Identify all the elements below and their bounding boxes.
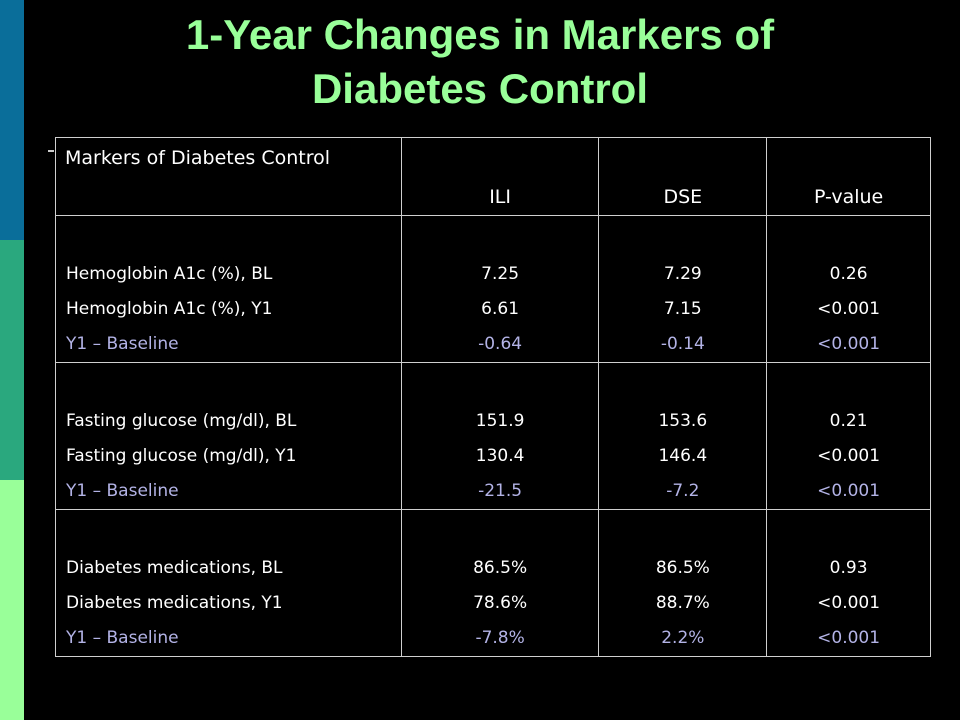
dse-value: 7.15	[663, 299, 702, 319]
hba1c-dse-cell: 7.29 7.15 -0.14	[598, 215, 768, 363]
p-value: 0.26	[829, 264, 868, 284]
ili-diff-value: -21.5	[478, 481, 523, 501]
table-group-medications: Diabetes medications, BL Diabetes medica…	[55, 509, 931, 657]
row-label-diff: Y1 – Baseline	[66, 481, 179, 501]
p-value: 0.93	[829, 558, 868, 578]
table-group-hba1c: Hemoglobin A1c (%), BL Hemoglobin A1c (%…	[55, 215, 931, 363]
table-group-glucose: Fasting glucose (mg/dl), BL Fasting gluc…	[55, 362, 931, 510]
dse-value: 86.5%	[655, 558, 710, 578]
slide-title-line-2: Diabetes Control	[311, 65, 649, 112]
glucose-p-cell: 0.21 <0.001 <0.001	[766, 362, 931, 510]
glucose-dse-cell: 153.6 146.4 -7.2	[598, 362, 768, 510]
p-diff-value: <0.001	[817, 481, 881, 501]
dse-value: 7.29	[663, 264, 702, 284]
dse-diff-value: -0.14	[660, 334, 705, 354]
slide-title-line-1: 1-Year Changes in Markers of	[185, 11, 775, 58]
ili-value: 78.6%	[473, 593, 528, 613]
header-markers: Markers of Diabetes Control	[55, 137, 402, 216]
hba1c-ili-cell: 7.25 6.61 -0.64	[400, 215, 600, 363]
row-label: Diabetes medications, Y1	[66, 593, 283, 613]
medications-dse-cell: 86.5% 88.7% 2.2%	[598, 509, 768, 657]
p-value: <0.001	[817, 593, 881, 613]
ili-value: 6.61	[481, 299, 520, 319]
header-ili: ILI	[400, 137, 600, 216]
header-p-value: P-value	[766, 137, 931, 216]
dse-value: 146.4	[658, 446, 708, 466]
dse-diff-value: 2.2%	[661, 628, 705, 648]
dse-value: 88.7%	[655, 593, 710, 613]
ili-value: 151.9	[475, 411, 525, 431]
medications-p-cell: 0.93 <0.001 <0.001	[766, 509, 931, 657]
ili-value: 130.4	[475, 446, 525, 466]
medications-labels-cell: Diabetes medications, BL Diabetes medica…	[55, 509, 402, 657]
ili-value: 86.5%	[473, 558, 528, 578]
row-label-diff: Y1 – Baseline	[66, 628, 179, 648]
p-value: 0.21	[829, 411, 868, 431]
row-label-diff: Y1 – Baseline	[66, 334, 179, 354]
ili-diff-value: -7.8%	[475, 628, 525, 648]
glucose-labels-cell: Fasting glucose (mg/dl), BL Fasting gluc…	[55, 362, 402, 510]
markers-table: Markers of Diabetes Control ILI DSE P-va…	[55, 137, 931, 657]
dse-value: 153.6	[658, 411, 708, 431]
ili-diff-value: -0.64	[478, 334, 523, 354]
row-label: Diabetes medications, BL	[66, 558, 283, 578]
p-diff-value: <0.001	[817, 628, 881, 648]
header-dse: DSE	[598, 137, 768, 216]
row-label: Hemoglobin A1c (%), BL	[66, 264, 273, 284]
slide-title: 1-Year Changes in Markers of Diabetes Co…	[30, 8, 930, 116]
glucose-ili-cell: 151.9 130.4 -21.5	[400, 362, 600, 510]
row-label: Hemoglobin A1c (%), Y1	[66, 299, 273, 319]
table-header-row: Markers of Diabetes Control ILI DSE P-va…	[55, 137, 931, 216]
decorative-tick	[48, 150, 54, 152]
accent-stripe-bottom	[0, 480, 24, 720]
dse-diff-value: -7.2	[666, 481, 700, 501]
ili-value: 7.25	[481, 264, 520, 284]
hba1c-labels-cell: Hemoglobin A1c (%), BL Hemoglobin A1c (%…	[55, 215, 402, 363]
medications-ili-cell: 86.5% 78.6% -7.8%	[400, 509, 600, 657]
row-label: Fasting glucose (mg/dl), Y1	[66, 446, 297, 466]
p-value: <0.001	[817, 299, 881, 319]
hba1c-p-cell: 0.26 <0.001 <0.001	[766, 215, 931, 363]
p-diff-value: <0.001	[817, 334, 881, 354]
accent-stripe-middle	[0, 240, 24, 480]
p-value: <0.001	[817, 446, 881, 466]
row-label: Fasting glucose (mg/dl), BL	[66, 411, 297, 431]
accent-stripe-top	[0, 0, 24, 240]
